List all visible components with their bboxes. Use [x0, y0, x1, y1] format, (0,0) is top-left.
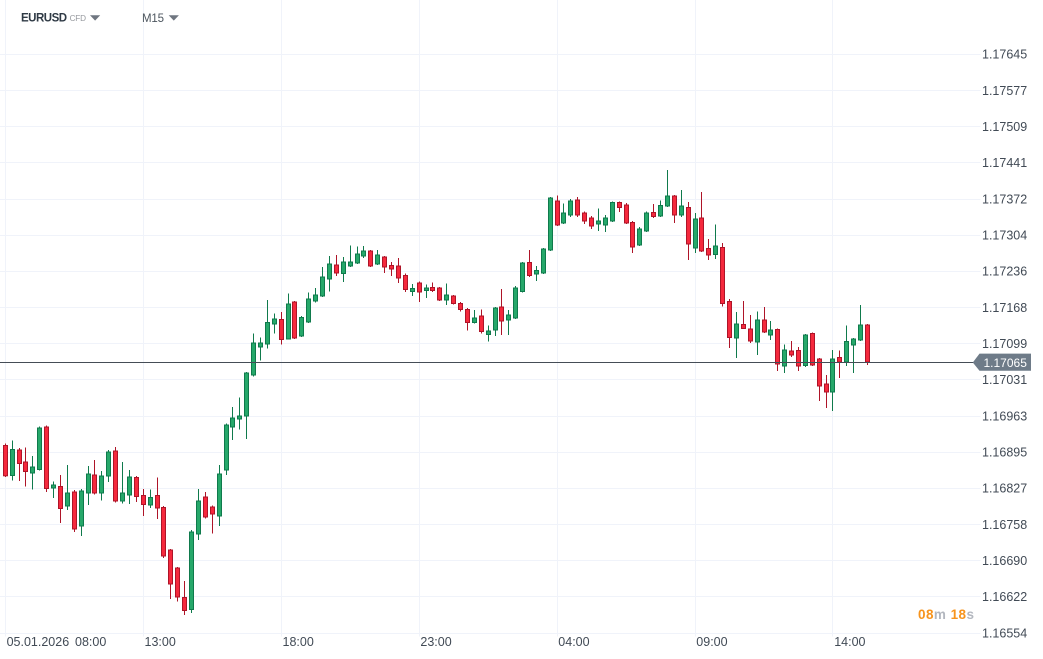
svg-text:1.17031: 1.17031 [982, 373, 1027, 387]
svg-text:1.17168: 1.17168 [982, 301, 1027, 315]
svg-text:05.01.2026: 05.01.2026 [7, 635, 70, 649]
svg-text:1.16827: 1.16827 [982, 482, 1027, 496]
svg-text:08m 18s: 08m 18s [918, 607, 974, 622]
svg-text:1.17441: 1.17441 [982, 156, 1027, 170]
svg-text:1.17099: 1.17099 [982, 337, 1027, 351]
svg-text:1.17577: 1.17577 [982, 84, 1027, 98]
svg-text:1.16963: 1.16963 [982, 409, 1027, 423]
svg-text:1.16758: 1.16758 [982, 518, 1027, 532]
svg-text:09:00: 09:00 [696, 635, 727, 649]
svg-text:04:00: 04:00 [558, 635, 589, 649]
svg-text:1.17236: 1.17236 [982, 265, 1027, 279]
svg-text:1.17065: 1.17065 [984, 356, 1028, 370]
svg-text:14:00: 14:00 [834, 635, 865, 649]
svg-text:CFD: CFD [70, 14, 87, 23]
svg-text:1.16690: 1.16690 [982, 554, 1027, 568]
svg-text:1.17509: 1.17509 [982, 120, 1027, 134]
svg-text:1.16895: 1.16895 [982, 446, 1027, 460]
svg-text:1.17645: 1.17645 [982, 48, 1027, 62]
svg-text:1.17304: 1.17304 [982, 229, 1027, 243]
svg-text:1.16622: 1.16622 [982, 590, 1027, 604]
svg-text:1.16554: 1.16554 [982, 626, 1027, 640]
svg-text:23:00: 23:00 [420, 635, 451, 649]
svg-text:18:00: 18:00 [283, 635, 314, 649]
svg-text:13:00: 13:00 [145, 635, 176, 649]
svg-text:08:00: 08:00 [75, 635, 106, 649]
svg-text:EURUSD: EURUSD [21, 13, 67, 25]
svg-text:M15: M15 [142, 13, 164, 25]
svg-text:1.17372: 1.17372 [982, 192, 1027, 206]
